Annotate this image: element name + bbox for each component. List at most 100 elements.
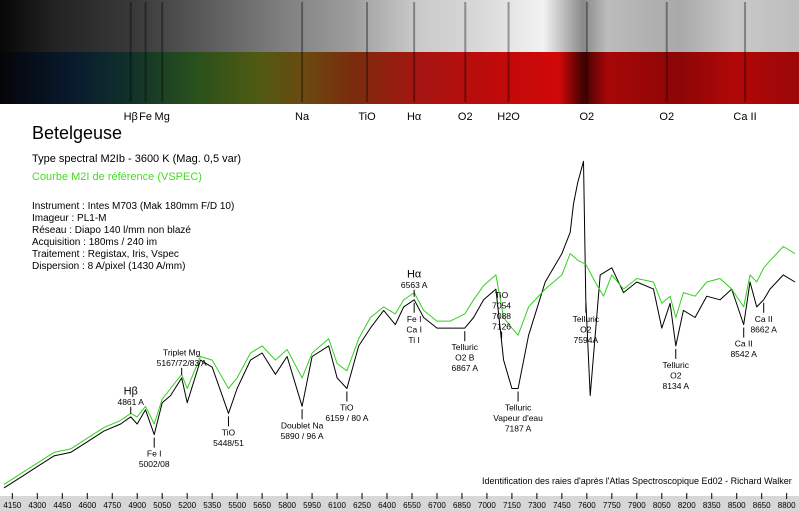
annotation-1-line-0: Fe I [147, 449, 162, 459]
annotation-12-line-2: 8134 A [663, 381, 690, 391]
x-tick-label-22: 7450 [553, 501, 571, 510]
annotation-8-line-0: Telluric [452, 342, 479, 352]
band-label-10: Ca II [733, 111, 756, 123]
x-tick-label-20: 7150 [503, 501, 521, 510]
annotation-5-line-0: TiO [340, 403, 354, 413]
annotation-1-line-1: 5002/08 [139, 459, 170, 469]
annotation-9-line-0: TiO [495, 290, 509, 300]
band-labels: Hβ Fe Mg Na TiO Hα O2 H2O O2 O2 Ca II [124, 111, 757, 123]
annotation-9-line-2: 7088 [492, 311, 511, 321]
annotation-2-line-0: Triplet Mg [163, 347, 201, 357]
annotation-14-line-0: Ca II [755, 314, 773, 324]
annotation-4-line-0: Doublet Na [281, 420, 324, 430]
x-tick-label-29: 8500 [728, 501, 746, 510]
annotation-4-line-1: 5890 / 96 A [281, 431, 324, 441]
annotation-6-line-1: 6563 A [401, 280, 428, 290]
band-label-2: Mg [155, 111, 170, 123]
x-tick-label-12: 5950 [303, 501, 321, 510]
annotation-7-line-0: Fe I [407, 314, 422, 324]
annotation-10-line-0: Telluric [505, 403, 532, 413]
x-tick-label-23: 7600 [578, 501, 596, 510]
x-tick-label-27: 8200 [678, 501, 696, 510]
annotation-0-line-1: 4861 A [117, 397, 144, 407]
annotation-10-line-2: 7187 A [505, 424, 532, 434]
x-tick-label-17: 6700 [428, 501, 446, 510]
annotation-12-line-0: Telluric [663, 360, 690, 370]
x-tick-label-31: 8800 [778, 501, 796, 510]
band-label-6: O2 [458, 111, 473, 123]
annotation-7-line-1: Ca I [406, 324, 422, 334]
x-tick-label-10: 5650 [253, 501, 271, 510]
x-tick-label-19: 7000 [478, 501, 496, 510]
annotation-7-line-2: Ti I [408, 335, 420, 345]
acquisition-line: Acquisition : 180ms / 240 im [32, 237, 158, 248]
x-tick-label-9: 5500 [228, 501, 246, 510]
annotation-12-line-1: O2 [670, 370, 682, 380]
band-label-0: Hβ [124, 111, 138, 123]
annotation-0-line-0: Hβ [124, 385, 138, 397]
x-tick-label-28: 8350 [703, 501, 721, 510]
x-tick-label-14: 6250 [353, 501, 371, 510]
annotation-3-line-0: TiO [222, 427, 236, 437]
x-tick-label-30: 8650 [753, 501, 771, 510]
x-tick-label-3: 4600 [78, 501, 96, 510]
annotation-11-line-1: O2 [580, 324, 592, 334]
band-label-5: Hα [407, 111, 422, 123]
strip-absorption-lines [129, 2, 747, 102]
annotation-13-line-1: 8542 A [730, 349, 757, 359]
series-line-1 [3, 246, 796, 485]
x-tick-label-24: 7750 [603, 501, 621, 510]
processing-line: Traitement : Registax, Iris, Vspec [32, 249, 179, 260]
atlas-credit: Identification des raies d'après l'Atlas… [482, 476, 792, 486]
annotation-5-line-1: 6159 / 80 A [325, 413, 368, 423]
x-tick-label-15: 6400 [378, 501, 396, 510]
x-tick-label-6: 5050 [153, 501, 171, 510]
imager-line: Imageur : PL1-M [32, 213, 107, 224]
annotation-13-line-0: Ca II [735, 339, 753, 349]
annotation-9-line-3: 7126 [492, 322, 511, 332]
annotation-11-line-0: Telluric [573, 314, 600, 324]
annotation-8-line-1: O2 B [455, 353, 475, 363]
x-tick-label-26: 8050 [653, 501, 671, 510]
x-axis: 4150 4300 4450 4600 4750 4900 5050 5200 5350 5500… [0, 493, 799, 511]
reference-curve-label: Courbe M2I de référence (VSPEC) [32, 171, 202, 183]
spectral-type: Type spectral M2Ib - 3600 K (Mag. 0,5 va… [32, 153, 242, 165]
spectrum-strip-color [0, 52, 799, 104]
x-tick-label-16: 6550 [403, 501, 421, 510]
annotation-3-line-1: 5448/51 [213, 438, 244, 448]
band-label-4: TiO [358, 111, 376, 123]
band-label-7: H2O [497, 111, 520, 123]
annotation-7: Fe ICa ITi I [406, 302, 422, 345]
x-tick-label-4: 4750 [103, 501, 121, 510]
axis-strip [0, 496, 799, 511]
x-tick-label-11: 5800 [278, 501, 296, 510]
annotation-10-line-1: Vapeur d'eau [493, 413, 543, 423]
series-layer [3, 160, 796, 489]
band-label-8: O2 [579, 111, 594, 123]
annotation-8-line-2: 6867 A [452, 363, 479, 373]
star-title: Betelgeuse [32, 123, 123, 143]
x-tick-label-18: 6850 [453, 501, 471, 510]
band-label-3: Na [295, 111, 310, 123]
band-label-1: Fe [139, 111, 152, 123]
series-line-0 [3, 160, 796, 489]
x-tick-label-8: 5350 [203, 501, 221, 510]
x-tick-label-2: 4450 [53, 501, 71, 510]
